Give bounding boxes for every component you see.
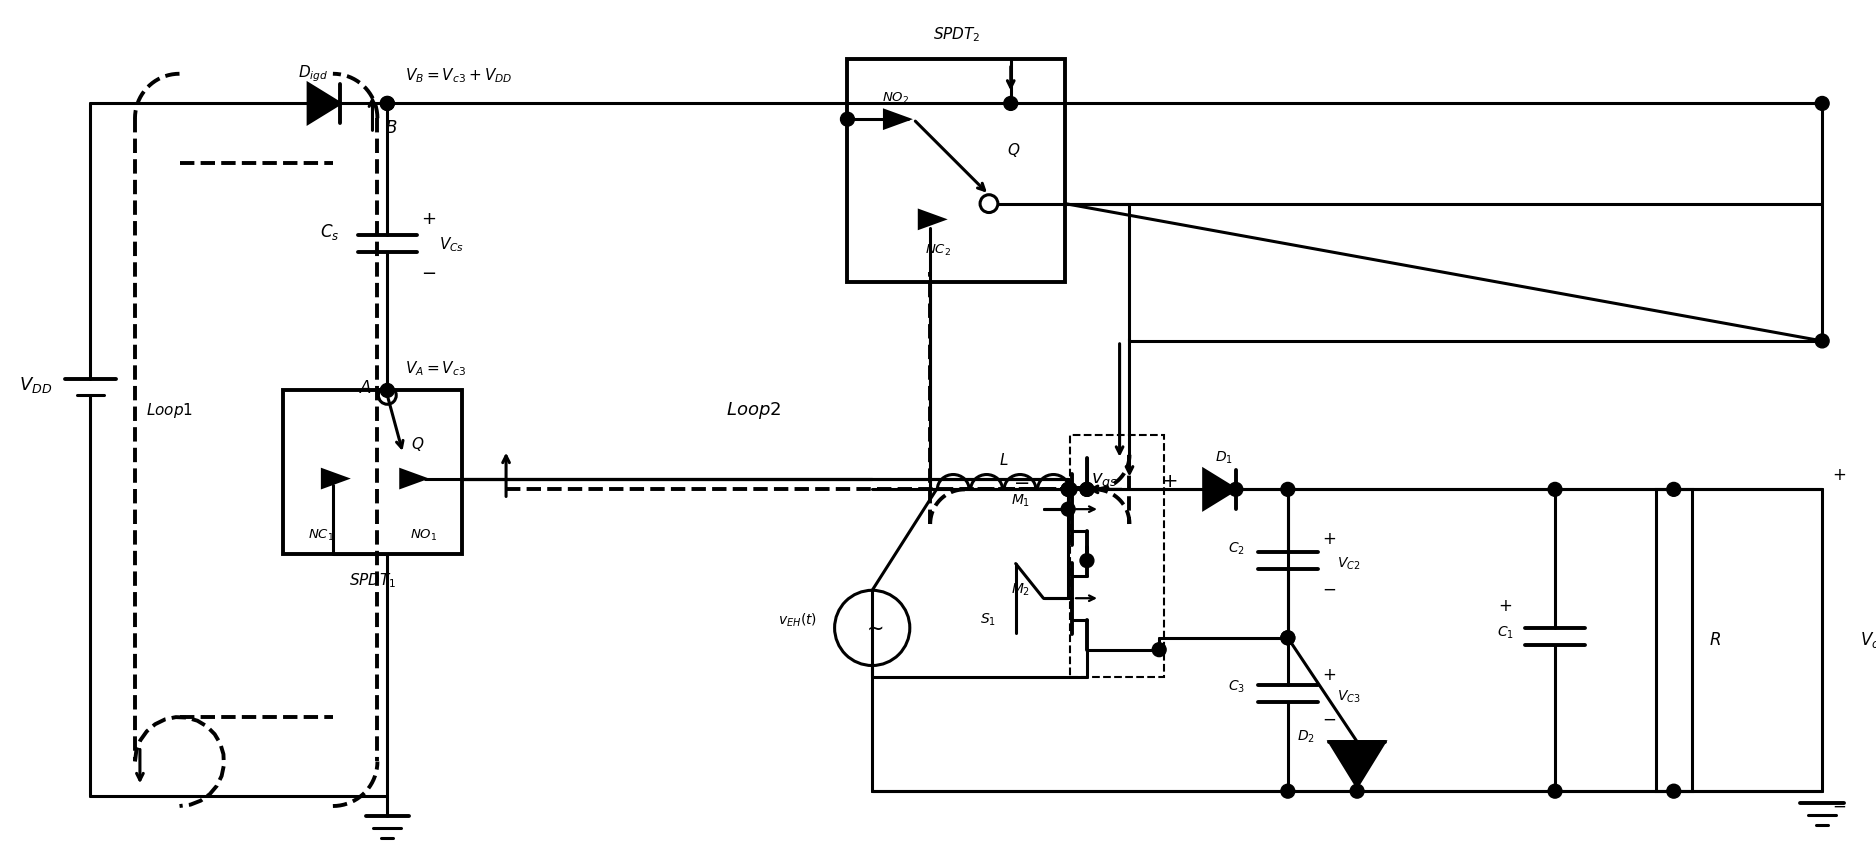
Polygon shape — [919, 211, 944, 228]
Polygon shape — [1204, 469, 1236, 509]
Text: $NO_1$: $NO_1$ — [409, 529, 437, 543]
Text: $Q$: $Q$ — [411, 435, 424, 453]
Circle shape — [381, 384, 394, 397]
Circle shape — [1666, 482, 1681, 496]
Text: $C_2$: $C_2$ — [1229, 541, 1246, 557]
Text: $+$: $+$ — [1323, 530, 1336, 548]
Text: $C_1$: $C_1$ — [1497, 624, 1514, 641]
Text: $C_s$: $C_s$ — [321, 222, 340, 242]
Circle shape — [1229, 482, 1242, 496]
Text: $+$: $+$ — [1499, 596, 1512, 614]
Text: $SPDT_1$: $SPDT_1$ — [349, 571, 396, 589]
Text: $V_o$: $V_o$ — [1859, 631, 1876, 650]
Text: $S_1$: $S_1$ — [979, 612, 996, 628]
Text: $D_{igd}$: $D_{igd}$ — [298, 63, 328, 84]
Text: $NC_1$: $NC_1$ — [308, 529, 334, 543]
Polygon shape — [323, 470, 347, 487]
Text: $V_{DD}$: $V_{DD}$ — [19, 376, 53, 396]
Circle shape — [381, 96, 394, 111]
Circle shape — [1281, 784, 1294, 798]
Circle shape — [381, 96, 394, 111]
Circle shape — [1548, 784, 1563, 798]
Polygon shape — [1330, 741, 1384, 787]
Text: $NC_2$: $NC_2$ — [925, 243, 951, 258]
Text: $Loop2$: $Loop2$ — [726, 400, 780, 420]
Text: $L$: $L$ — [998, 451, 1007, 468]
Text: $D_2$: $D_2$ — [1296, 728, 1315, 745]
Circle shape — [1064, 482, 1077, 496]
Text: $M_1$: $M_1$ — [1011, 493, 1030, 510]
Text: $B$: $B$ — [385, 119, 398, 137]
Circle shape — [1666, 784, 1681, 798]
Circle shape — [1081, 482, 1094, 496]
Text: $Loop1$: $Loop1$ — [146, 401, 193, 420]
Circle shape — [1351, 784, 1364, 798]
Text: $SPDT_2$: $SPDT_2$ — [932, 25, 979, 44]
Text: $+$: $+$ — [1323, 667, 1336, 685]
Polygon shape — [401, 470, 424, 487]
Circle shape — [1281, 631, 1294, 644]
Text: $+$: $+$ — [422, 210, 437, 228]
Circle shape — [1062, 502, 1075, 516]
Text: $M_2$: $M_2$ — [1011, 582, 1030, 599]
Circle shape — [1281, 631, 1294, 644]
Text: $-$: $-$ — [1323, 579, 1336, 597]
Circle shape — [1281, 482, 1294, 496]
Bar — [1657, 489, 1692, 791]
Text: $A$: $A$ — [358, 379, 371, 397]
Polygon shape — [308, 83, 340, 124]
Circle shape — [1152, 643, 1167, 656]
Circle shape — [1081, 482, 1094, 496]
Text: $-$: $-$ — [1833, 797, 1846, 815]
Polygon shape — [884, 111, 908, 128]
Circle shape — [1004, 96, 1017, 111]
Text: $D_1$: $D_1$ — [1214, 450, 1233, 466]
Text: $+$: $+$ — [1161, 472, 1178, 491]
Bar — [283, 390, 461, 553]
Text: $V_{C2}$: $V_{C2}$ — [1338, 555, 1360, 571]
Circle shape — [1062, 482, 1075, 496]
Circle shape — [1062, 482, 1075, 496]
Bar — [1069, 435, 1165, 677]
Circle shape — [840, 112, 854, 126]
Text: $V_{C3}$: $V_{C3}$ — [1338, 689, 1360, 705]
Circle shape — [1081, 553, 1094, 567]
Text: $C_3$: $C_3$ — [1227, 679, 1246, 696]
Circle shape — [1816, 96, 1829, 111]
Text: $-$: $-$ — [422, 263, 437, 281]
Text: $R$: $R$ — [1709, 631, 1722, 650]
Text: $V_A=V_{c3}$: $V_A=V_{c3}$ — [405, 360, 467, 378]
Text: $V_{Cs}$: $V_{Cs}$ — [439, 236, 463, 254]
Text: $\sim$: $\sim$ — [861, 618, 884, 637]
Text: $v_{EH}(t)$: $v_{EH}(t)$ — [779, 611, 818, 629]
Text: $-$: $-$ — [1013, 472, 1028, 491]
Text: $+$: $+$ — [1833, 466, 1846, 484]
Text: $NO_2$: $NO_2$ — [882, 90, 910, 106]
Text: $v_{gs}$: $v_{gs}$ — [1092, 471, 1118, 492]
Circle shape — [1816, 334, 1829, 347]
Text: $-$: $-$ — [1323, 710, 1336, 728]
Text: $V_B=V_{c3}+V_{DD}$: $V_B=V_{c3}+V_{DD}$ — [405, 66, 512, 85]
Bar — [848, 59, 1066, 281]
Circle shape — [1548, 482, 1563, 496]
Text: $Q$: $Q$ — [1007, 141, 1021, 159]
